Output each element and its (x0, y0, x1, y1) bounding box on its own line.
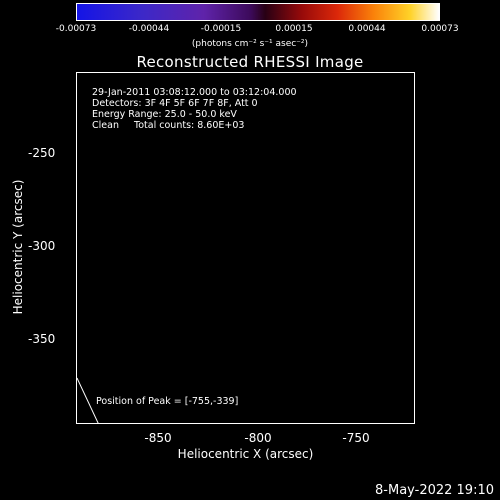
peak-position-label: Position of Peak = [-755,-339] (96, 396, 239, 407)
y-tick-label: -350 (28, 332, 56, 346)
y-axis-label: Heliocentric Y (arcsec) (11, 179, 25, 315)
y-tick-label: -300 (28, 239, 56, 253)
colorbar (76, 3, 440, 21)
timestamp-footer: 8-May-2022 19:10 (375, 483, 494, 498)
colorbar-tick: -0.00073 (55, 24, 97, 34)
heatmap-image (77, 73, 414, 423)
x-tick-label: -750 (342, 431, 370, 445)
solar-limb-line (77, 377, 99, 423)
x-tick-label: -850 (144, 431, 172, 445)
info-energy-range: Energy Range: 25.0 - 50.0 keV (92, 109, 237, 120)
chart-title: Reconstructed RHESSI Image (136, 53, 364, 71)
y-tick-label: -250 (28, 146, 56, 160)
info-detectors: Detectors: 3F 4F 5F 6F 7F 8F, Att 0 (92, 98, 258, 109)
colorbar-units: (photons cm⁻² s⁻¹ asec⁻²) (191, 39, 309, 49)
info-clean-counts: Clean Total counts: 8.60E+03 (92, 120, 245, 131)
heatmap-plot (76, 72, 415, 424)
colorbar-tick: -0.00044 (128, 24, 170, 34)
min-marker (206, 221, 213, 227)
x-axis-label: Heliocentric X (arcsec) (177, 447, 314, 461)
info-time-range: 29-Jan-2011 03:08:12.000 to 03:12:04.000 (92, 87, 297, 98)
colorbar-tick: 0.00073 (421, 24, 459, 34)
x-tick-label: -800 (244, 431, 272, 445)
colorbar-tick: 0.00015 (275, 24, 313, 34)
colorbar-tick: -0.00015 (200, 24, 242, 34)
colorbar-tick: 0.00044 (348, 24, 386, 34)
